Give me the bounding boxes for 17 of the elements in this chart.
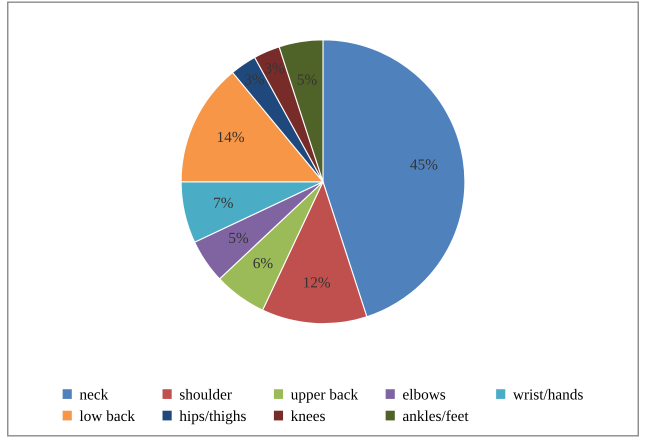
legend-label: ankles/feet [402, 410, 469, 422]
legend-label: low back [80, 410, 136, 422]
legend-label: knees [290, 410, 325, 422]
legend-label: neck [80, 388, 108, 400]
data-label: 7% [214, 198, 233, 208]
data-label: 5% [229, 232, 248, 244]
data-label: 45% [410, 159, 438, 170]
legend-label: elbows [403, 388, 446, 400]
legend-label: hips/thighs [179, 410, 246, 424]
data-label: 14% [218, 132, 244, 142]
data-label: 12% [304, 277, 330, 288]
legend-label: shoulder [180, 388, 232, 400]
legend-label: wrist/hands [512, 388, 583, 400]
data-label: 3% [244, 74, 264, 85]
data-label: 3% [265, 63, 284, 74]
legend-label: upper back [290, 388, 358, 403]
data-label: 6% [253, 258, 273, 268]
